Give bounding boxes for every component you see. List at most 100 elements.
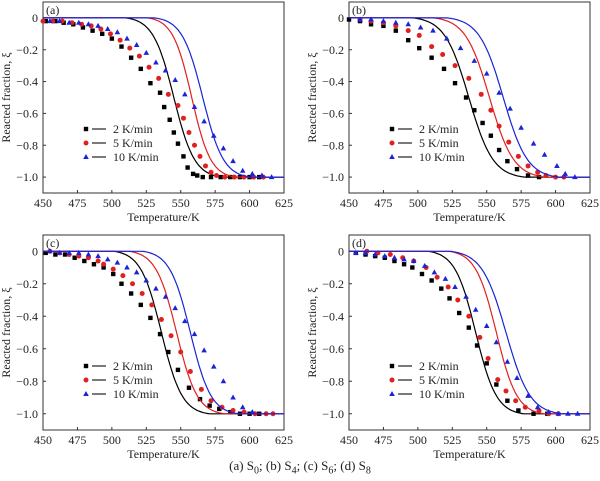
data-point [565,410,571,416]
data-point [440,52,446,58]
data-point [463,95,469,100]
x-tick-label: 575 [206,196,224,210]
y-tick-label: −0.4 [16,75,38,89]
data-point [452,284,458,289]
y-tick-label: −0.6 [322,106,344,120]
data-point [442,275,449,281]
data-point [472,306,479,312]
x-tick-label: 575 [206,433,224,447]
data-point [362,249,369,255]
data-point [466,325,472,330]
series-10kmin [349,249,590,416]
data-point [149,302,155,308]
series-2kmin [43,17,284,180]
fit-curve [43,250,284,415]
series-5kmin [43,248,284,417]
data-point [178,349,184,355]
data-point [488,133,494,138]
x-tick-label: 475 [68,196,86,210]
panel-d: 450 475 500 525 550 575 600 625 0 −0.2 −0.4 −0.6 −0.… [305,234,599,461]
series-2kmin [43,250,284,416]
data-point [120,273,126,279]
data-point [405,28,411,34]
x-tick-label: 625 [275,433,293,447]
data-point [162,293,169,299]
x-tick-label: 600 [547,196,565,210]
data-point [522,404,528,410]
data-point [419,271,425,277]
legend-label: 10 K/min [113,387,159,401]
panel-label: (b) [352,3,366,17]
data-point [172,76,179,82]
data-point [56,249,63,255]
data-point [268,174,275,180]
data-point [53,252,58,257]
data-point [195,173,200,178]
legend-label: 2 K/min [113,359,153,373]
legend-marker [389,126,395,132]
data-point [162,67,169,73]
data-point [76,19,82,25]
x-tick-label: 575 [512,433,530,447]
data-point [47,248,53,254]
y-tick-label: −0.6 [16,106,38,120]
data-point [478,91,484,97]
legend-marker [389,391,395,396]
data-point [562,170,569,176]
data-point [130,281,136,287]
y-tick-label: −0.8 [322,138,344,152]
fit-curve [349,250,590,415]
data-point [249,170,256,176]
data-point [181,154,186,159]
data-point [381,23,386,29]
data-point [410,265,415,270]
data-point [198,386,204,392]
data-point [109,36,115,41]
data-point [214,172,220,178]
data-point [230,394,236,400]
data-point [210,132,217,138]
data-point [186,130,192,136]
data-point [148,80,153,86]
data-point [201,347,207,353]
data-point [525,173,531,178]
data-point [496,123,502,129]
x-tick-label: 500 [103,433,121,447]
data-point [494,382,499,387]
x-axis-title: Temperature/K [433,447,506,461]
data-point [368,16,374,22]
legend-marker [83,140,89,146]
panel-label: (c) [46,236,59,250]
series-2kmin [349,250,590,416]
x-tick-label: 625 [275,196,293,210]
legend-label: 5 K/min [419,373,459,387]
data-point [180,115,186,121]
data-point [161,104,167,110]
data-point [391,254,398,260]
data-point [554,162,560,168]
x-tick-label: 550 [172,433,190,447]
data-point [167,117,172,122]
data-point [541,151,548,157]
plot-frame [348,234,591,431]
data-point [157,331,163,337]
data-point [200,174,205,180]
data-point [104,26,111,32]
data-point [447,296,452,301]
legend-label: 2 K/min [113,122,153,136]
data-point [153,59,159,65]
data-point [138,302,143,308]
data-point [416,32,422,38]
data-point [119,281,124,286]
data-point [175,141,181,146]
x-tick-label: 600 [547,433,565,447]
x-tick-label: 625 [581,196,599,210]
data-point [80,25,86,30]
data-point [182,318,188,324]
data-point [114,29,121,35]
data-point [445,284,451,290]
data-point [133,269,140,275]
data-point [406,38,411,43]
fit-curve [349,250,590,415]
